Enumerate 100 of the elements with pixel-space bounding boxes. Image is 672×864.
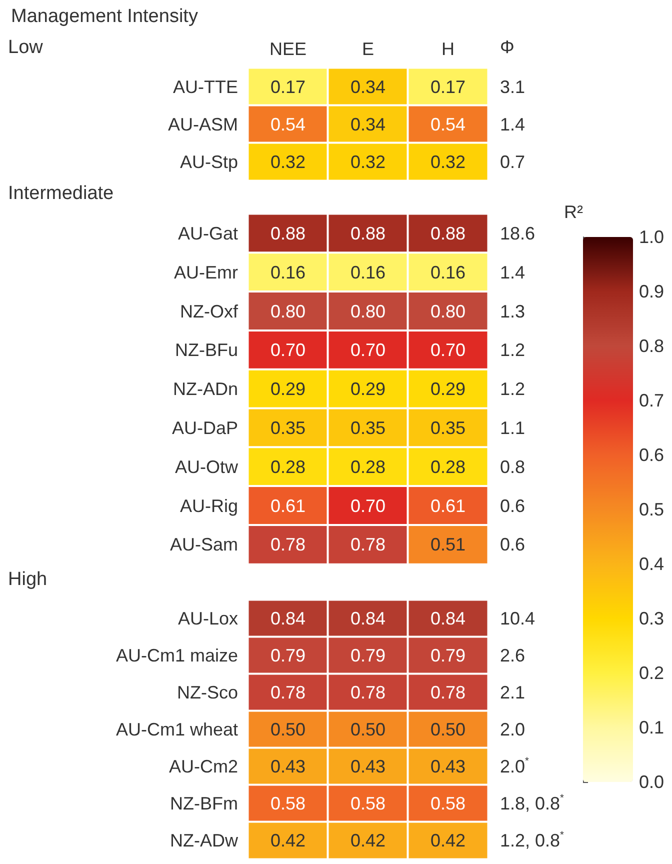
y2-tick-label: 3.1 [500, 76, 526, 97]
y-tick-label: AU-Gat [178, 223, 238, 244]
chart-title: Management Intensity [11, 6, 198, 27]
y2-tick-label: 0.8 [500, 456, 526, 477]
data-label: 0.79 [270, 646, 306, 666]
data-label: 0.50 [430, 720, 466, 740]
data-label: 0.80 [270, 301, 306, 322]
data-label: 0.32 [350, 152, 386, 172]
data-label: 0.42 [350, 830, 386, 850]
data-label: 0.42 [270, 830, 306, 850]
color-bar-label: 0.2 [639, 663, 664, 683]
data-label: 0.28 [350, 456, 386, 477]
data-label: 0.16 [430, 262, 466, 282]
data-label: 0.80 [350, 301, 386, 322]
data-label: 0.50 [270, 720, 306, 740]
y-tick-label: NZ-Sco [176, 682, 238, 702]
y2-tick-label: 10.4 [500, 608, 536, 628]
data-label: 0.17 [430, 76, 466, 97]
data-label: 0.29 [350, 379, 386, 400]
data-label: 0.84 [270, 608, 306, 628]
data-label: 0.34 [350, 114, 386, 134]
data-label: 0.29 [430, 379, 466, 400]
y2-tick-label: 1.2 [500, 379, 526, 400]
y-axis-title: Intermediate [8, 183, 114, 204]
data-label: 0.78 [270, 534, 306, 555]
data-label: 0.28 [430, 456, 466, 477]
y2-tick-label: 1.2, 0.8* [500, 830, 564, 850]
data-label: 0.79 [350, 646, 386, 666]
y2-tick-label: 18.6 [500, 223, 536, 244]
x-tick-label: E [362, 39, 374, 59]
color-bar-label: 0.7 [639, 390, 664, 410]
y-tick-label: AU-Stp [180, 152, 238, 172]
data-label: 0.54 [270, 114, 306, 134]
y-tick-label: NZ-Oxf [180, 301, 239, 322]
data-label: 0.16 [270, 262, 306, 282]
data-label: 0.78 [270, 682, 306, 702]
y2-tick-label: 1.2 [500, 340, 526, 360]
data-label: 0.70 [270, 340, 306, 360]
data-label: 0.70 [350, 496, 386, 516]
data-label: 0.58 [270, 794, 306, 814]
data-label: 0.84 [350, 608, 386, 628]
y-tick-label: AU-Emr [174, 262, 238, 282]
y-tick-label: AU-Rig [180, 496, 238, 516]
y2-tick-label: 0.6 [500, 496, 526, 516]
color-bar-label: 0.9 [639, 282, 664, 302]
data-label: 0.70 [350, 340, 386, 360]
data-label: 0.88 [430, 223, 466, 244]
color-bar-label: 0.5 [639, 500, 664, 520]
y-axis-title: Low [8, 37, 44, 58]
x-tick-label: NEE [269, 39, 307, 59]
data-label: 0.70 [430, 340, 466, 360]
data-label: 0.28 [270, 456, 306, 477]
data-label: 0.42 [430, 830, 466, 850]
data-label: 0.17 [270, 76, 306, 97]
y-tick-label: AU-TTE [173, 76, 238, 97]
data-label: 0.61 [430, 496, 466, 516]
y2-tick-label: 1.4 [500, 114, 526, 134]
data-label: 0.35 [270, 418, 306, 438]
data-label: 0.16 [350, 262, 386, 282]
y2-tick-label: 1.8, 0.8* [500, 793, 564, 814]
data-label: 0.35 [350, 418, 386, 438]
y-tick-label: AU-Sam [170, 534, 238, 555]
color-bar-label: 0.4 [639, 554, 664, 574]
data-label: 0.32 [270, 152, 306, 172]
y2-tick-label: 0.7 [500, 152, 526, 172]
data-label: 0.80 [430, 301, 466, 322]
color-bar-label: 0.6 [639, 445, 664, 465]
data-label: 0.88 [270, 223, 306, 244]
y2-tick-label: 2.0 [500, 720, 526, 740]
x-tick-label: H [442, 39, 454, 59]
y-axis-title: High [8, 569, 48, 590]
color-bar-label: 1.0 [639, 227, 664, 247]
data-label: 0.78 [430, 682, 466, 702]
y-tick-label: AU-Lox [178, 608, 238, 628]
y-tick-label: AU-ASM [168, 114, 238, 134]
data-label: 0.78 [350, 534, 386, 555]
y2-axis-title: Φ [500, 37, 514, 57]
y2-tick-label: 2.6 [500, 646, 526, 666]
data-label: 0.43 [270, 756, 306, 776]
y-tick-label: NZ-BFu [175, 340, 238, 360]
data-label: 0.84 [430, 608, 466, 628]
data-label: 0.34 [350, 76, 386, 97]
color-bar-title: R² [564, 202, 583, 222]
y2-tick-label: 2.0* [500, 756, 530, 776]
color-bar-label: 0.0 [639, 772, 664, 792]
data-label: 0.29 [270, 379, 306, 400]
y2-tick-label: 1.1 [500, 418, 526, 438]
data-label: 0.43 [350, 756, 386, 776]
color-bar-label: 0.8 [639, 336, 664, 356]
y-tick-label: NZ-ADn [172, 379, 238, 400]
y-tick-label: NZ-ADw [170, 830, 239, 850]
data-label: 0.78 [350, 682, 386, 702]
y-tick-label: AU-DaP [172, 418, 238, 438]
data-label: 0.43 [430, 756, 466, 776]
data-label: 0.32 [430, 152, 466, 172]
y-tick-label: AU-Cm1 wheat [116, 720, 238, 740]
y2-tick-label: 0.6 [500, 534, 526, 555]
y-tick-label: AU-Otw [175, 456, 239, 477]
data-label: 0.88 [350, 223, 386, 244]
data-label: 0.51 [430, 534, 466, 555]
